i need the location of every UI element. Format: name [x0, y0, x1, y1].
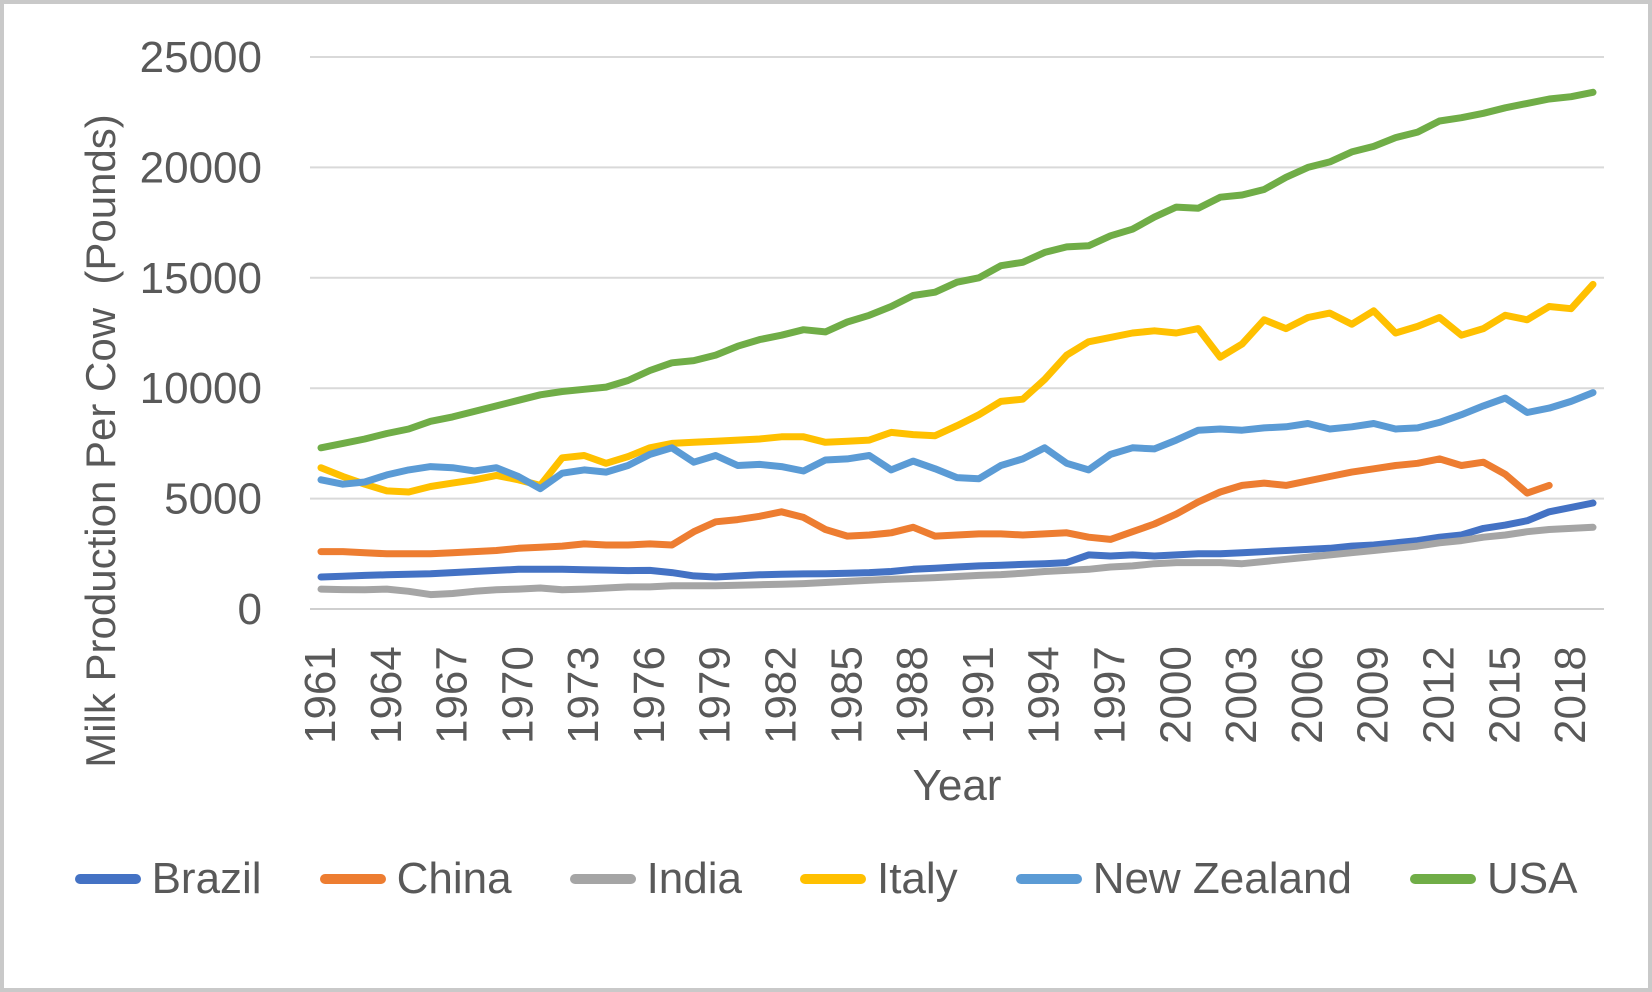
- series-line-brazil: [317, 499, 1597, 581]
- legend-item-brazil: Brazil: [74, 854, 262, 903]
- legend-item-label: USA: [1486, 854, 1578, 903]
- legend-item-italy: Italy: [799, 854, 958, 903]
- x-tick-label: 1994: [1020, 646, 1069, 744]
- x-tick-label: 1976: [625, 646, 674, 744]
- legend-item-label: India: [646, 854, 742, 903]
- series-line-new-zealand: [317, 389, 1597, 493]
- x-tick-label: 1979: [691, 646, 740, 744]
- line-chart: 0 5000 10000 15000 20000 25000 1961 1964 1967 197…: [140, 33, 1604, 744]
- legend-item-label: New Zealand: [1092, 854, 1352, 903]
- legend-item-india: India: [569, 854, 742, 903]
- series-line-usa: [317, 88, 1597, 452]
- x-tick-label: 1961: [296, 646, 345, 744]
- x-tick-label: 1973: [559, 646, 608, 744]
- x-tick-label: 1982: [757, 646, 806, 744]
- y-tick-label: 20000: [140, 143, 262, 192]
- legend-swatch: [569, 874, 636, 884]
- legend-item-label: Brazil: [151, 854, 262, 903]
- legend-swatch: [1015, 874, 1082, 884]
- legend-swatch: [799, 874, 866, 884]
- x-tick-label: 1991: [954, 646, 1003, 744]
- x-tick-label: 1985: [822, 646, 871, 744]
- legend-swatch: [1409, 874, 1476, 884]
- x-tick-label: 2003: [1217, 646, 1266, 744]
- x-tick-label: 1970: [493, 646, 542, 744]
- x-tick-label: 2006: [1283, 646, 1332, 744]
- legend-swatch: [74, 874, 141, 884]
- x-tick-label: 2018: [1546, 646, 1595, 744]
- legend-item-china: China: [319, 854, 512, 903]
- y-tick-label: 25000: [140, 33, 262, 82]
- legend-swatch: [319, 874, 386, 884]
- y-tick-label: 10000: [140, 364, 262, 413]
- legend-item-new-zealand: New Zealand: [1015, 854, 1352, 903]
- x-tick-label: 1997: [1086, 646, 1135, 744]
- legend-item-label: Italy: [876, 854, 958, 903]
- y-tick-label: 0: [238, 585, 262, 634]
- x-tick-label: 1988: [888, 646, 937, 744]
- x-tick-label: 2000: [1151, 646, 1200, 744]
- y-tick-label: 15000: [140, 254, 262, 303]
- x-tick-label: 2015: [1480, 646, 1529, 744]
- y-tick-label: 5000: [164, 475, 262, 524]
- series-line-china: [317, 455, 1553, 558]
- legend: Brazil China India Italy New Zealand USA: [4, 855, 1648, 903]
- legend-item-usa: USA: [1409, 854, 1578, 903]
- x-axis-title: Year: [912, 761, 1002, 810]
- legend-item-label: China: [396, 854, 512, 903]
- x-tick-label: 1967: [428, 646, 477, 744]
- y-axis-title: Milk Production Per Cow (Pounds): [77, 114, 124, 768]
- series-line-india: [317, 523, 1597, 599]
- x-tick-label: 1964: [362, 646, 411, 744]
- x-tick-label: 2009: [1349, 646, 1398, 744]
- x-tick-label: 2012: [1415, 646, 1464, 744]
